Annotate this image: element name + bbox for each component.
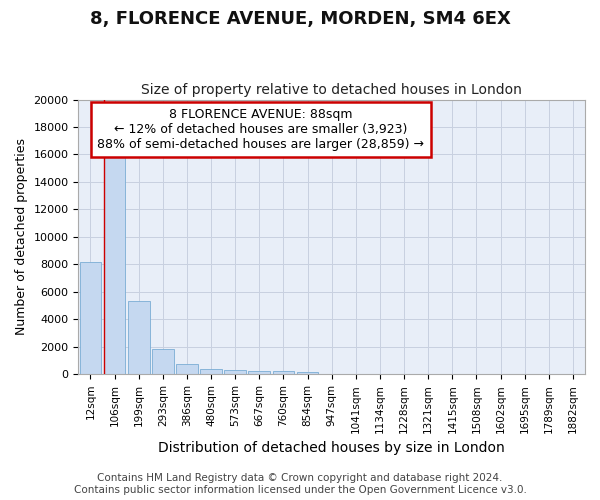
- Bar: [248, 372, 270, 374]
- Bar: [80, 262, 101, 374]
- X-axis label: Distribution of detached houses by size in London: Distribution of detached houses by size …: [158, 441, 505, 455]
- Title: Size of property relative to detached houses in London: Size of property relative to detached ho…: [141, 83, 522, 97]
- Text: 8, FLORENCE AVENUE, MORDEN, SM4 6EX: 8, FLORENCE AVENUE, MORDEN, SM4 6EX: [89, 10, 511, 28]
- Bar: [224, 370, 246, 374]
- Bar: [176, 364, 198, 374]
- Text: Contains HM Land Registry data © Crown copyright and database right 2024.
Contai: Contains HM Land Registry data © Crown c…: [74, 474, 526, 495]
- Y-axis label: Number of detached properties: Number of detached properties: [15, 138, 28, 336]
- Text: 8 FLORENCE AVENUE: 88sqm
← 12% of detached houses are smaller (3,923)
88% of sem: 8 FLORENCE AVENUE: 88sqm ← 12% of detach…: [97, 108, 424, 151]
- Bar: [152, 350, 173, 374]
- Bar: [272, 372, 295, 374]
- Bar: [104, 146, 125, 374]
- Bar: [297, 372, 319, 374]
- Bar: [200, 370, 222, 374]
- Bar: [128, 302, 149, 374]
